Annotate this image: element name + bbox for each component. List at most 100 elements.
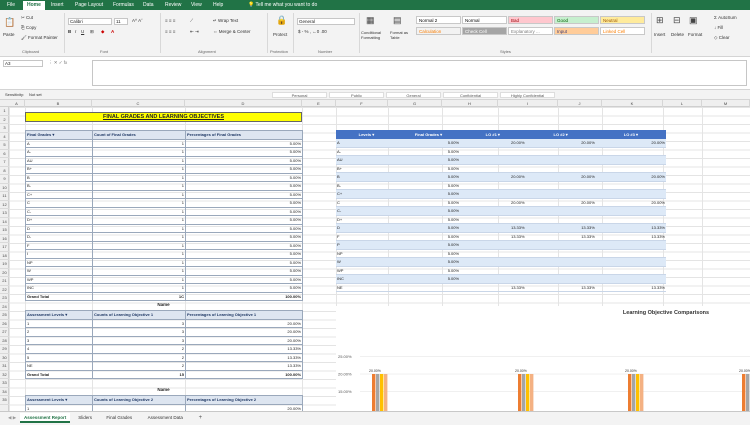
sheet-tab-assessment-data[interactable]: Assessment Data bbox=[147, 415, 183, 420]
table-cell[interactable]: 5.00% bbox=[185, 181, 303, 191]
table-cell[interactable]: D+ bbox=[336, 215, 397, 224]
ribbon-tab-help[interactable]: Help bbox=[213, 2, 224, 8]
cut-button[interactable]: ✂ Cut bbox=[21, 15, 33, 21]
table-cell[interactable] bbox=[525, 181, 596, 190]
table-cell[interactable]: 20.00% bbox=[460, 198, 526, 207]
table-cell[interactable]: 2 bbox=[92, 361, 186, 371]
table-cell[interactable]: 5.00% bbox=[396, 257, 461, 267]
row-header-7[interactable]: 7 bbox=[0, 158, 9, 167]
table-cell[interactable] bbox=[595, 249, 666, 258]
table-cell[interactable]: C+ bbox=[336, 189, 397, 199]
column-header-E[interactable]: E bbox=[302, 100, 336, 107]
levels-comparison-table[interactable]: Levels ▾ Final Grades ▾ LO #1 ▾ LO #2 ▾ LO #… bbox=[336, 130, 666, 292]
row-header-10[interactable]: 10 bbox=[0, 184, 9, 192]
format-as-table-icon[interactable]: ▤ bbox=[393, 15, 402, 25]
column-header-G[interactable]: G bbox=[388, 100, 442, 107]
table-cell[interactable]: 5.00% bbox=[185, 155, 303, 165]
table-cell[interactable]: 13.33% bbox=[460, 223, 526, 233]
grand-total-cell[interactable]: 100.00% bbox=[185, 369, 303, 379]
table-cell[interactable]: INC bbox=[25, 283, 93, 293]
table-cell[interactable] bbox=[525, 147, 596, 156]
row-header-23[interactable]: 23 bbox=[0, 294, 9, 303]
column-header-cell[interactable]: LO #3 ▾ bbox=[595, 130, 666, 139]
ribbon-tab-review[interactable]: Review bbox=[165, 2, 182, 8]
table-cell[interactable] bbox=[460, 181, 526, 190]
column-header-cell[interactable]: Percentages of Learning Objective 2 bbox=[185, 395, 303, 405]
table-cell[interactable]: C bbox=[336, 198, 397, 207]
table-cell[interactable]: AU bbox=[336, 155, 397, 165]
cell-style-explanatory[interactable]: Explanatory ... bbox=[508, 27, 553, 35]
table-cell[interactable]: NP bbox=[25, 257, 93, 267]
table-cell[interactable]: 4 bbox=[25, 344, 93, 354]
wrap-text-button[interactable]: ↵ Wrap Text bbox=[213, 18, 238, 24]
table-cell[interactable]: B- bbox=[25, 181, 93, 191]
table-cell[interactable]: B bbox=[336, 172, 397, 182]
table-cell[interactable] bbox=[595, 147, 666, 156]
table-cell[interactable]: 20.00% bbox=[460, 138, 526, 148]
table-cell[interactable]: 1 bbox=[92, 206, 186, 216]
table-cell[interactable]: 5.00% bbox=[185, 283, 303, 293]
column-header-cell[interactable]: Count of Final Grades bbox=[92, 130, 186, 140]
table-cell[interactable] bbox=[595, 257, 666, 267]
row-header-1[interactable]: 1 bbox=[0, 107, 9, 116]
table-cell[interactable]: 13.33% bbox=[525, 223, 596, 233]
table-cell[interactable]: 1 bbox=[92, 283, 186, 293]
column-header-B[interactable]: B bbox=[25, 100, 92, 107]
table-cell[interactable]: W bbox=[336, 257, 397, 267]
table-cell[interactable]: 1 bbox=[92, 189, 186, 199]
column-header-L[interactable]: L bbox=[663, 100, 702, 107]
chart-bar[interactable] bbox=[372, 374, 376, 411]
chart-bar[interactable] bbox=[742, 374, 746, 411]
name-box[interactable]: A3 bbox=[3, 60, 43, 67]
table-cell[interactable]: D+ bbox=[25, 215, 93, 225]
column-header-cell[interactable]: Counts of Learning Objective 1 bbox=[92, 310, 186, 320]
ribbon-tab-insert[interactable]: Insert bbox=[51, 2, 64, 8]
row-header-25[interactable]: 25 bbox=[0, 311, 9, 320]
row-header-15[interactable]: 15 bbox=[0, 226, 9, 235]
format-cells-button[interactable]: Format bbox=[688, 32, 703, 37]
table-cell[interactable]: 5.00% bbox=[185, 266, 303, 276]
row-header-4[interactable]: 4 bbox=[0, 133, 9, 141]
grand-total-cell[interactable]: Grand Total bbox=[25, 291, 93, 301]
table-cell[interactable] bbox=[525, 189, 596, 199]
row-header-35[interactable]: 35 bbox=[0, 396, 9, 405]
table-cell[interactable]: C- bbox=[25, 206, 93, 216]
table-cell[interactable]: 2 bbox=[25, 327, 93, 337]
delete-cells-icon[interactable]: ⊟ bbox=[673, 15, 681, 25]
table-cell[interactable]: 5.00% bbox=[396, 164, 461, 173]
font-color-icon[interactable]: A bbox=[111, 29, 115, 34]
table-cell[interactable]: NE bbox=[336, 283, 397, 292]
chart-bar[interactable] bbox=[526, 374, 530, 411]
tab-scroll-icon[interactable]: ◀ ▶ bbox=[8, 415, 17, 420]
cell-style-normal[interactable]: Normal bbox=[462, 16, 507, 24]
row-header-3[interactable]: 3 bbox=[0, 124, 9, 133]
table-cell[interactable]: 5.00% bbox=[185, 138, 303, 148]
row-header-12[interactable]: 12 bbox=[0, 201, 9, 209]
table-cell[interactable] bbox=[460, 155, 526, 165]
chart-bar[interactable] bbox=[632, 374, 636, 411]
row-header-14[interactable]: 14 bbox=[0, 218, 9, 226]
lo1-pivot-table[interactable]: Assessment Levels ▾ Counts of Learning Ob… bbox=[25, 310, 303, 379]
table-cell[interactable]: 1 bbox=[92, 249, 186, 259]
table-cell[interactable]: WP bbox=[25, 274, 93, 284]
table-cell[interactable] bbox=[525, 274, 596, 284]
italic-button[interactable]: I bbox=[75, 29, 77, 34]
table-cell[interactable]: A- bbox=[336, 147, 397, 156]
table-cell[interactable]: W bbox=[25, 266, 93, 276]
grand-total-cell[interactable]: Grand Total bbox=[25, 369, 93, 379]
format-painter-button[interactable]: 🖌 Format Painter bbox=[21, 35, 58, 41]
table-cell[interactable]: 5.00% bbox=[396, 249, 461, 258]
column-header-A[interactable]: A bbox=[9, 100, 25, 107]
table-cell[interactable]: 20.00% bbox=[525, 198, 596, 207]
table-cell[interactable]: 5.00% bbox=[396, 198, 461, 207]
table-cell[interactable]: 5.00% bbox=[396, 206, 461, 216]
learning-objective-chart[interactable]: Learning Objective Comparisons 25.00% 20.0… bbox=[336, 306, 750, 411]
table-cell[interactable] bbox=[460, 274, 526, 284]
table-cell[interactable]: 20.00% bbox=[185, 327, 303, 337]
table-cell[interactable]: 13.33% bbox=[185, 344, 303, 354]
table-cell[interactable]: 5.00% bbox=[396, 138, 461, 148]
ribbon-tab-view[interactable]: View bbox=[191, 2, 202, 8]
table-cell[interactable] bbox=[595, 155, 666, 165]
table-cell[interactable]: 1 bbox=[92, 164, 186, 174]
table-cell[interactable]: A bbox=[25, 138, 93, 148]
